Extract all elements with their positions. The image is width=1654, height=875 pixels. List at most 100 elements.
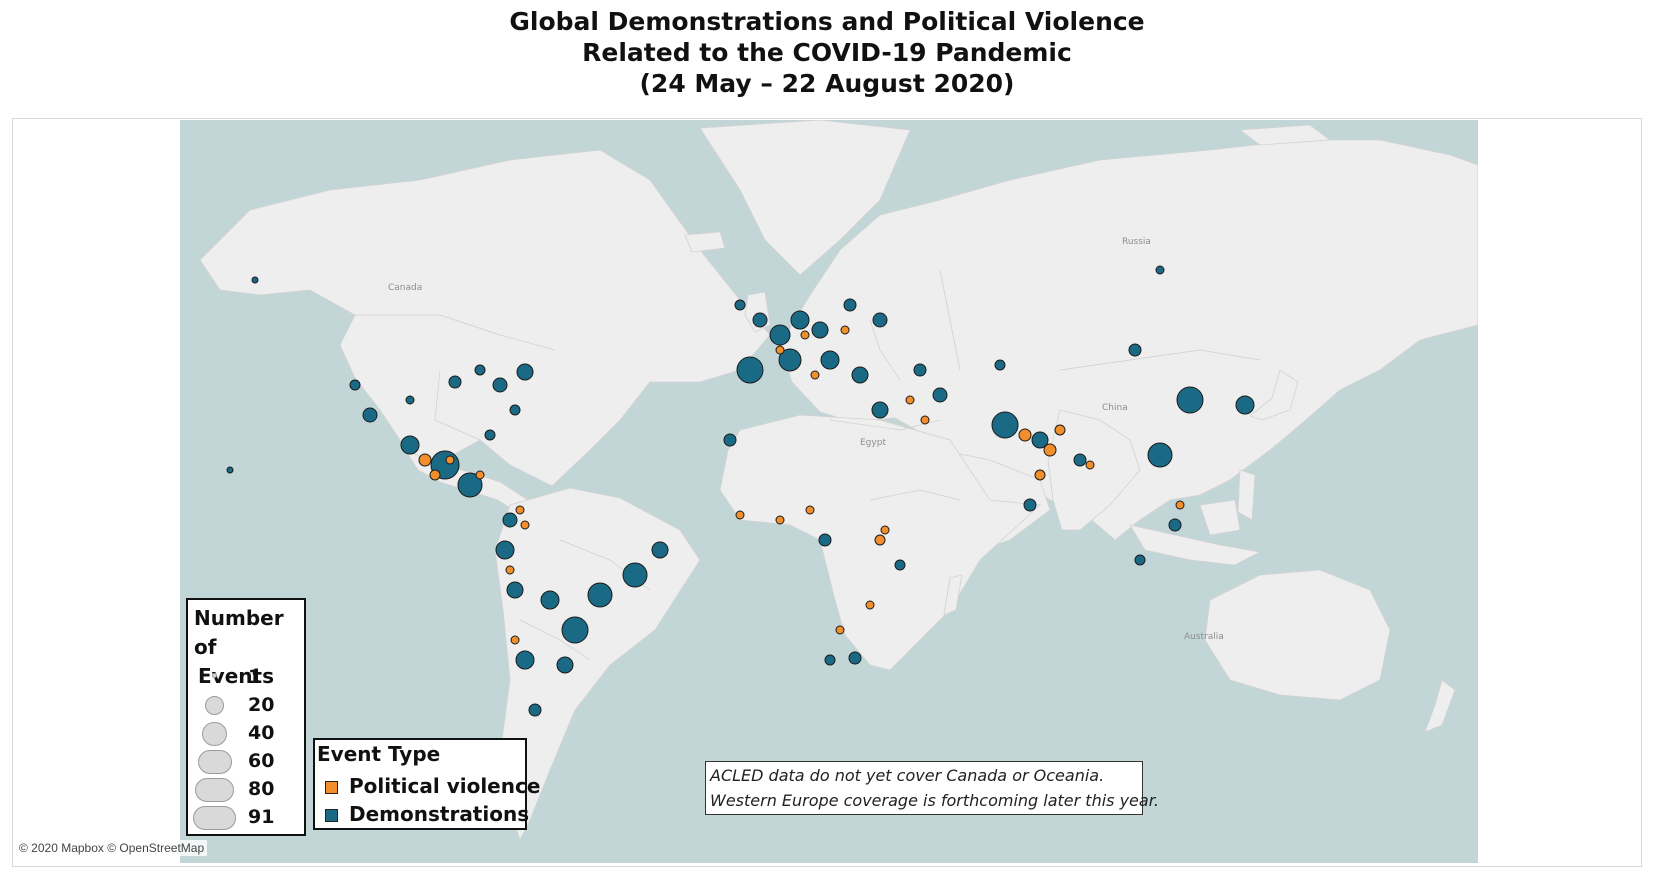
demonstrations-swatch bbox=[325, 809, 338, 822]
iceland-land bbox=[684, 231, 726, 253]
event-marker-greece[interactable] bbox=[820, 350, 840, 370]
event-marker-pakistan[interactable] bbox=[991, 411, 1019, 439]
size-legend: Number of Events 1 20 40 60 80 91 bbox=[186, 598, 306, 836]
label-china: China bbox=[1102, 403, 1128, 413]
pv-marker-libya[interactable] bbox=[810, 370, 820, 380]
philippines-land bbox=[1237, 469, 1256, 521]
event-marker-mongolia[interactable] bbox=[1128, 343, 1142, 357]
pv-marker-honduras[interactable] bbox=[475, 470, 485, 480]
pv-marker-india-east[interactable] bbox=[1054, 424, 1066, 436]
event-marker-patagonia[interactable] bbox=[528, 703, 542, 717]
pv-marker-chile[interactable] bbox=[510, 635, 520, 645]
event-marker-us-central[interactable] bbox=[448, 375, 462, 389]
event-marker-uk[interactable] bbox=[752, 312, 768, 328]
label-australia: Australia bbox=[1184, 632, 1224, 642]
event-marker-alaska[interactable] bbox=[251, 276, 259, 284]
japan-land bbox=[1249, 369, 1299, 421]
demonstrations-markers bbox=[226, 265, 1255, 717]
event-marker-brazil-central[interactable] bbox=[587, 582, 613, 608]
event-marker-mexico-north[interactable] bbox=[400, 435, 420, 455]
event-marker-ecuador[interactable] bbox=[495, 540, 515, 560]
event-marker-congo[interactable] bbox=[818, 533, 832, 547]
event-marker-florida[interactable] bbox=[484, 429, 496, 441]
pv-marker-philippines[interactable] bbox=[1175, 500, 1185, 510]
event-marker-morocco[interactable] bbox=[723, 433, 737, 447]
size-legend-title-line1: Number of bbox=[194, 606, 284, 659]
pv-marker-europe[interactable] bbox=[775, 345, 785, 355]
event-type-legend-title: Event Type bbox=[317, 742, 441, 766]
event-marker-new-york[interactable] bbox=[516, 363, 534, 381]
pv-marker-cameroon[interactable] bbox=[805, 505, 815, 515]
pv-marker-india-northwest[interactable] bbox=[1018, 428, 1032, 442]
event-marker-bolivia[interactable] bbox=[540, 590, 560, 610]
pv-marker-east-africa[interactable] bbox=[874, 534, 886, 546]
event-marker-brazil-east[interactable] bbox=[622, 562, 648, 588]
size-symbol-40 bbox=[202, 722, 227, 746]
event-marker-us-south[interactable] bbox=[509, 404, 521, 416]
event-marker-germany[interactable] bbox=[790, 310, 810, 330]
event-marker-brazil-northeast[interactable] bbox=[651, 541, 669, 559]
event-marker-kazakhstan[interactable] bbox=[994, 359, 1006, 371]
pv-marker-central-europe[interactable] bbox=[800, 330, 810, 340]
event-marker-south-africa[interactable] bbox=[848, 651, 862, 665]
event-marker-us-west[interactable] bbox=[349, 379, 361, 391]
event-marker-peru[interactable] bbox=[506, 581, 524, 599]
event-marker-france[interactable] bbox=[769, 324, 791, 346]
event-marker-indonesia[interactable] bbox=[1134, 554, 1146, 566]
event-marker-india-south[interactable] bbox=[1023, 498, 1037, 512]
event-marker-turkey[interactable] bbox=[851, 366, 869, 384]
event-marker-poland[interactable] bbox=[811, 321, 829, 339]
event-marker-us-east[interactable] bbox=[492, 377, 508, 393]
pv-marker-nigeria[interactable] bbox=[775, 515, 785, 525]
size-symbol-20 bbox=[205, 696, 224, 715]
event-marker-bangladesh[interactable] bbox=[1073, 453, 1087, 467]
event-marker-us-west-2[interactable] bbox=[405, 395, 415, 405]
pv-marker-mexico[interactable] bbox=[418, 453, 432, 467]
event-marker-south-africa-west[interactable] bbox=[824, 654, 836, 666]
event-marker-belarus[interactable] bbox=[843, 298, 857, 312]
event-marker-iran[interactable] bbox=[932, 387, 948, 403]
pv-marker-india-central[interactable] bbox=[1043, 443, 1057, 457]
political-violence-markers bbox=[418, 325, 1185, 645]
event-marker-ukraine[interactable] bbox=[872, 312, 888, 328]
event-marker-colombia[interactable] bbox=[502, 512, 518, 528]
pv-marker-venezuela[interactable] bbox=[515, 505, 525, 515]
event-marker-guatemala[interactable] bbox=[457, 472, 483, 498]
event-marker-italy[interactable] bbox=[778, 348, 802, 372]
pv-marker-mozambique[interactable] bbox=[865, 600, 875, 610]
pv-marker-southern-africa[interactable] bbox=[835, 625, 845, 635]
event-marker-chile[interactable] bbox=[515, 650, 535, 670]
size-legend-item: 20 bbox=[188, 692, 304, 720]
event-marker-california[interactable] bbox=[362, 407, 378, 423]
event-marker-india-north[interactable] bbox=[1031, 431, 1049, 449]
event-marker-sao-paulo[interactable] bbox=[561, 616, 589, 644]
event-marker-ireland[interactable] bbox=[734, 299, 746, 311]
event-marker-argentina[interactable] bbox=[556, 656, 574, 674]
event-marker-caucasus[interactable] bbox=[913, 363, 927, 377]
event-marker-spain[interactable] bbox=[736, 356, 764, 384]
pv-marker-myanmar[interactable] bbox=[1085, 460, 1095, 470]
pv-marker-mexico-south[interactable] bbox=[429, 469, 441, 481]
event-marker-tanzania[interactable] bbox=[894, 559, 906, 571]
event-marker-lebanon[interactable] bbox=[871, 401, 889, 419]
pv-marker-eastern-europe[interactable] bbox=[840, 325, 850, 335]
pv-marker-mexico-central[interactable] bbox=[445, 455, 455, 465]
event-marker-south-korea[interactable] bbox=[1176, 386, 1204, 414]
pv-marker-iraq[interactable] bbox=[905, 395, 915, 405]
event-marker-us-central-2[interactable] bbox=[474, 364, 486, 376]
event-marker-philippines[interactable] bbox=[1168, 518, 1182, 532]
label-canada: Canada bbox=[388, 283, 422, 293]
coverage-note: ACLED data do not yet cover Canada or Oc… bbox=[705, 761, 1159, 815]
event-marker-japan[interactable] bbox=[1235, 395, 1255, 415]
size-legend-item: 91 bbox=[188, 804, 304, 832]
event-marker-hong-kong[interactable] bbox=[1147, 442, 1173, 468]
pv-marker-west-africa[interactable] bbox=[735, 510, 745, 520]
event-marker-hawaii[interactable] bbox=[226, 466, 234, 474]
pv-marker-yemen[interactable] bbox=[920, 415, 930, 425]
event-marker-siberia[interactable] bbox=[1155, 265, 1165, 275]
pv-marker-india-west[interactable] bbox=[1034, 469, 1046, 481]
pv-marker-ethiopia[interactable] bbox=[880, 525, 890, 535]
event-markers bbox=[226, 265, 1255, 717]
pv-marker-peru[interactable] bbox=[505, 565, 515, 575]
pv-marker-colombia[interactable] bbox=[520, 520, 530, 530]
